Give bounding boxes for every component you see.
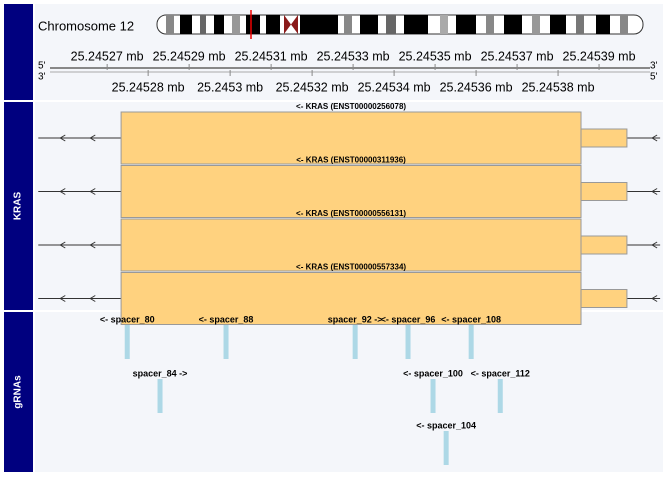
exon-cds <box>120 111 582 165</box>
tick-label: 25.24531 mb <box>235 49 308 63</box>
spacer <box>430 379 436 413</box>
tick-label: 25.24539 mb <box>563 49 636 63</box>
strand-arrow <box>89 188 96 195</box>
exon-utr <box>580 128 628 148</box>
strand-arrow <box>89 241 96 249</box>
spacer-label: spacer_92 -> <box>328 314 383 324</box>
strand-arrow <box>89 134 96 142</box>
strand-label: 5' <box>38 61 46 72</box>
tick-label: 25.24537 mb <box>481 49 554 63</box>
spacer <box>157 379 163 413</box>
exon-utr <box>580 182 628 201</box>
spacer-label: <- spacer_80 <box>100 314 155 324</box>
transcript-label: <- KRAS (ENST00000311936) <box>296 156 406 165</box>
track-name: KRAS <box>13 192 24 221</box>
transcript-label: <- KRAS (ENST00000556131) <box>296 209 406 218</box>
exon-utr <box>580 289 628 308</box>
exon-cds <box>120 272 582 325</box>
tick-label: 25.24535 mb <box>399 49 472 63</box>
spacer-label: spacer_84 -> <box>133 368 188 378</box>
tick-label: 25.2453 mb <box>197 80 263 94</box>
tick-label: 25.24532 mb <box>276 80 349 94</box>
spacer <box>497 379 503 413</box>
exon-cds <box>120 165 582 218</box>
tick-label: 25.24534 mb <box>358 80 431 94</box>
spacer-label: <- spacer_88 <box>199 314 254 324</box>
sidebar <box>4 312 33 472</box>
sidebar <box>4 102 33 310</box>
tick-label: 25.24527 mb <box>71 49 144 63</box>
exon-cds <box>120 218 582 272</box>
spacer-label: <- spacer_100 <box>403 368 463 378</box>
strand-arrow <box>59 134 66 142</box>
exon-utr <box>580 235 628 255</box>
track-name: gRNAs <box>13 375 24 409</box>
transcript-label: <- KRAS (ENST00000256078) <box>296 102 406 111</box>
strand-arrow <box>59 188 66 195</box>
strand-arrow <box>89 295 96 302</box>
grna-panel <box>35 312 663 472</box>
spacer <box>352 325 358 359</box>
strand-arrow <box>651 241 658 249</box>
strand-arrow <box>651 295 658 302</box>
spacer-label: <- spacer_96 <box>381 314 436 324</box>
strand-label: 3' <box>650 61 658 72</box>
spacer <box>468 325 474 359</box>
spacer <box>443 431 449 465</box>
tick-label: 25.24538 mb <box>522 80 595 94</box>
strand-arrow <box>59 295 66 302</box>
tick-label: 25.24536 mb <box>440 80 513 94</box>
chromosome-label: Chromosome 12 <box>38 18 134 33</box>
strand-label: 3' <box>38 72 46 83</box>
strand-arrow <box>651 134 658 142</box>
strand-arrow <box>59 241 66 249</box>
strand-arrow <box>651 188 658 195</box>
tick-label: 25.24528 mb <box>112 80 185 94</box>
ideogram <box>156 10 644 39</box>
tick-label: 25.24529 mb <box>153 49 226 63</box>
spacer <box>124 325 130 359</box>
transcript-label: <- KRAS (ENST00000557334) <box>296 263 406 272</box>
strand-label: 5' <box>650 72 658 83</box>
spacer-label: <- spacer_108 <box>441 314 501 324</box>
spacer-label: <- spacer_112 <box>471 368 530 378</box>
sidebar <box>4 4 33 100</box>
spacer <box>405 325 411 359</box>
tick-label: 25.24533 mb <box>317 49 390 63</box>
spacer <box>223 325 229 359</box>
spacer-label: <- spacer_104 <box>416 420 476 430</box>
